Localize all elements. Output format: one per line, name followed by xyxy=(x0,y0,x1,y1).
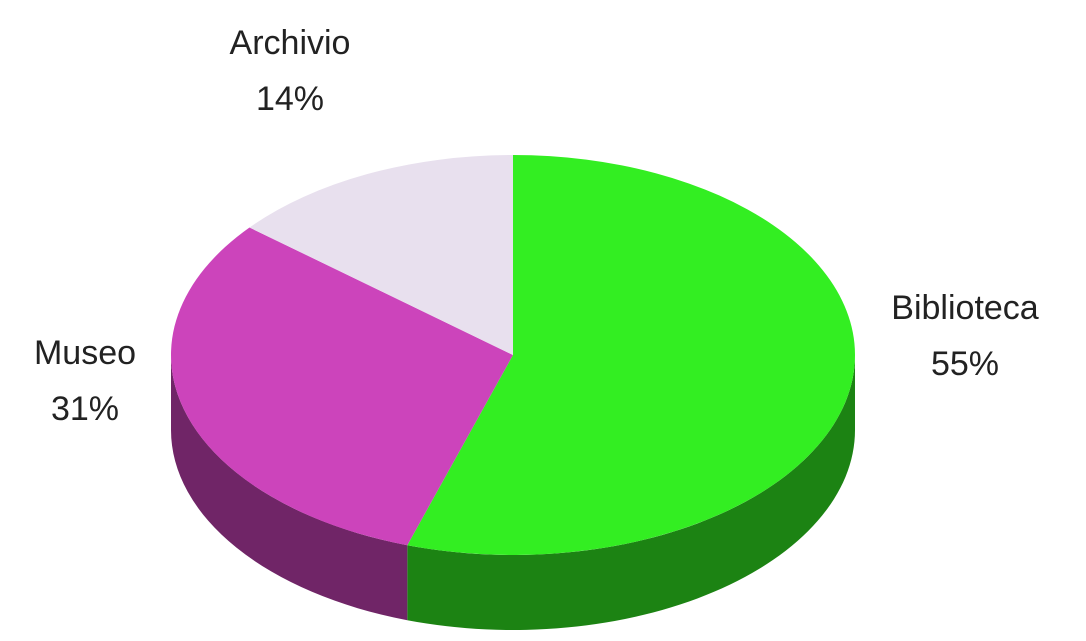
pie-slice-side xyxy=(407,355,855,630)
pie-slice xyxy=(249,155,513,355)
pie-slice xyxy=(407,155,855,555)
slice-value-label: 31% xyxy=(51,390,119,428)
slice-label: Museo xyxy=(34,334,136,372)
pie-slice-side xyxy=(171,355,408,621)
slice-value-label: 55% xyxy=(931,345,999,383)
pie-slice xyxy=(170,227,513,546)
slice-label: Biblioteca xyxy=(891,289,1039,327)
slice-value-label: 14% xyxy=(256,80,324,118)
slice-label: Archivio xyxy=(230,24,351,62)
